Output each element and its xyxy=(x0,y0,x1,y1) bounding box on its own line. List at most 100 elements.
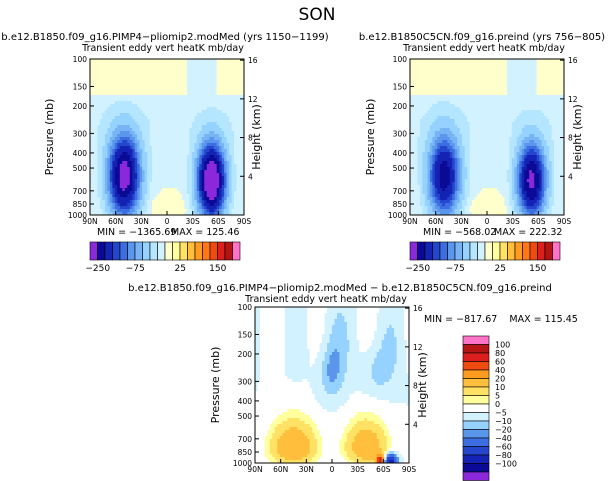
contour-cell xyxy=(176,194,180,198)
contour-cell xyxy=(186,161,190,165)
contour-cell xyxy=(117,197,121,201)
contour-cell xyxy=(171,92,175,96)
contour-cell xyxy=(90,71,93,75)
contour-cell xyxy=(226,188,230,192)
contour-cell xyxy=(194,134,198,138)
contour-cell xyxy=(544,101,548,105)
contour-cell xyxy=(154,86,158,90)
contour-cell xyxy=(119,131,123,135)
contour-cell xyxy=(414,59,418,63)
contour-cell xyxy=(189,92,193,96)
contour-cell xyxy=(491,107,495,111)
contour-cell xyxy=(434,140,438,144)
contour-cell xyxy=(221,194,225,198)
contour-cell xyxy=(142,155,146,159)
contour-cell xyxy=(147,83,151,87)
contour-cell xyxy=(452,86,456,90)
contour-cell xyxy=(429,122,433,126)
colorbar: −250 −75 25 150 xyxy=(85,241,241,274)
y-axis-label: Pressure (mb) xyxy=(43,99,56,176)
contour-cell xyxy=(109,83,113,87)
contour-cell xyxy=(179,95,183,99)
contour-cell xyxy=(124,203,128,207)
contour-cell xyxy=(427,101,431,105)
contour-cell xyxy=(457,74,461,78)
contour-cell xyxy=(152,206,155,210)
contour-cell xyxy=(179,182,183,186)
contour-cell xyxy=(546,62,550,66)
contour-cell xyxy=(147,110,151,114)
contour-cell xyxy=(206,200,210,204)
contour-cell xyxy=(489,131,493,135)
contour-cell xyxy=(149,92,153,96)
contour-cell xyxy=(194,131,198,135)
contour-cell xyxy=(484,134,488,138)
contour-cell xyxy=(171,206,175,210)
contour-cell xyxy=(144,140,148,144)
contour-cell xyxy=(432,137,436,141)
contour-cell xyxy=(206,137,210,141)
contour-cell xyxy=(171,179,175,183)
contour-cell xyxy=(236,155,240,159)
contour-cell xyxy=(104,74,108,78)
contour-cell xyxy=(152,170,155,174)
contour-cell xyxy=(509,134,513,138)
contour-cell xyxy=(419,119,423,123)
contour-cell xyxy=(114,59,118,63)
contour-cell xyxy=(181,152,185,156)
contour-cell xyxy=(92,86,96,90)
contour-cell xyxy=(127,197,131,201)
contour-cell xyxy=(149,176,153,180)
contour-cell xyxy=(157,113,160,117)
contour-cell xyxy=(482,86,485,90)
contour-cell xyxy=(489,101,493,105)
contour-cell xyxy=(239,164,242,168)
contour-cell xyxy=(191,206,195,210)
contour-cell xyxy=(206,149,210,153)
contour-cell xyxy=(159,164,163,168)
contour-cell xyxy=(181,80,185,84)
contour-cell xyxy=(241,131,245,135)
contour-cell xyxy=(219,92,223,96)
contour-cell xyxy=(112,113,116,117)
contour-cell xyxy=(452,77,456,81)
contour-cell xyxy=(236,197,240,201)
contour-cell xyxy=(149,179,153,183)
contour-cell xyxy=(204,191,208,195)
contour-cell xyxy=(236,209,240,213)
contour-cell xyxy=(184,179,188,183)
contour-cell xyxy=(464,116,468,120)
contour-cell xyxy=(526,107,530,111)
contour-cell xyxy=(147,74,151,78)
contour-cell xyxy=(119,179,123,183)
contour-cell xyxy=(459,140,463,144)
contour-cell xyxy=(154,170,158,174)
contour-cell xyxy=(561,65,565,69)
contour-cell xyxy=(184,71,188,75)
contour-cell xyxy=(179,176,183,180)
contour-cell xyxy=(142,89,146,93)
contour-cell xyxy=(434,122,438,126)
contour-cell xyxy=(551,71,555,75)
contour-cell xyxy=(239,143,242,147)
contour-cell xyxy=(549,80,552,84)
contour-cell xyxy=(112,206,116,210)
contour-cell xyxy=(221,146,225,150)
contour-cell xyxy=(147,62,151,66)
contour-cell xyxy=(559,107,562,111)
contour-cell xyxy=(169,182,173,186)
contour-cell xyxy=(417,74,421,78)
contour-cell xyxy=(129,149,133,153)
contour-cell xyxy=(239,194,242,198)
contour-cell xyxy=(209,128,213,132)
contour-cell xyxy=(214,149,218,153)
contour-cell xyxy=(429,140,433,144)
contour-cell xyxy=(194,176,198,180)
contour-cell xyxy=(511,59,515,63)
contour-cell xyxy=(169,191,173,195)
contour-cell xyxy=(107,152,111,156)
contour-cell xyxy=(214,197,218,201)
contour-cell xyxy=(184,164,188,168)
contour-cell xyxy=(432,134,436,138)
contour-cell xyxy=(124,65,128,69)
